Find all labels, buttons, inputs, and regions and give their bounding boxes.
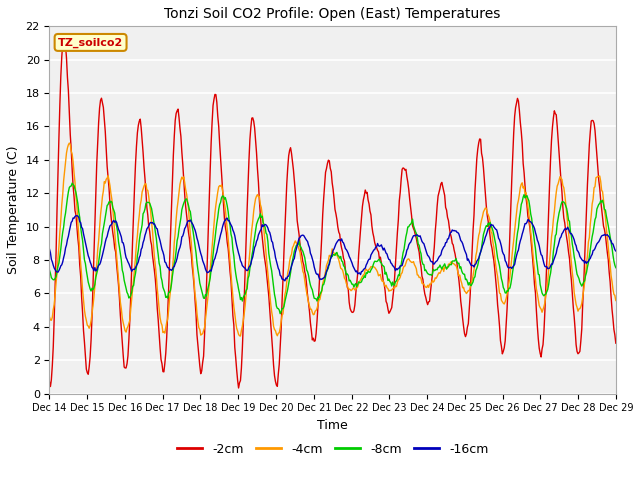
Y-axis label: Soil Temperature (C): Soil Temperature (C) <box>7 146 20 274</box>
X-axis label: Time: Time <box>317 419 348 432</box>
Title: Tonzi Soil CO2 Profile: Open (East) Temperatures: Tonzi Soil CO2 Profile: Open (East) Temp… <box>164 7 501 21</box>
Text: TZ_soilco2: TZ_soilco2 <box>58 37 124 48</box>
Legend: -2cm, -4cm, -8cm, -16cm: -2cm, -4cm, -8cm, -16cm <box>172 438 493 461</box>
